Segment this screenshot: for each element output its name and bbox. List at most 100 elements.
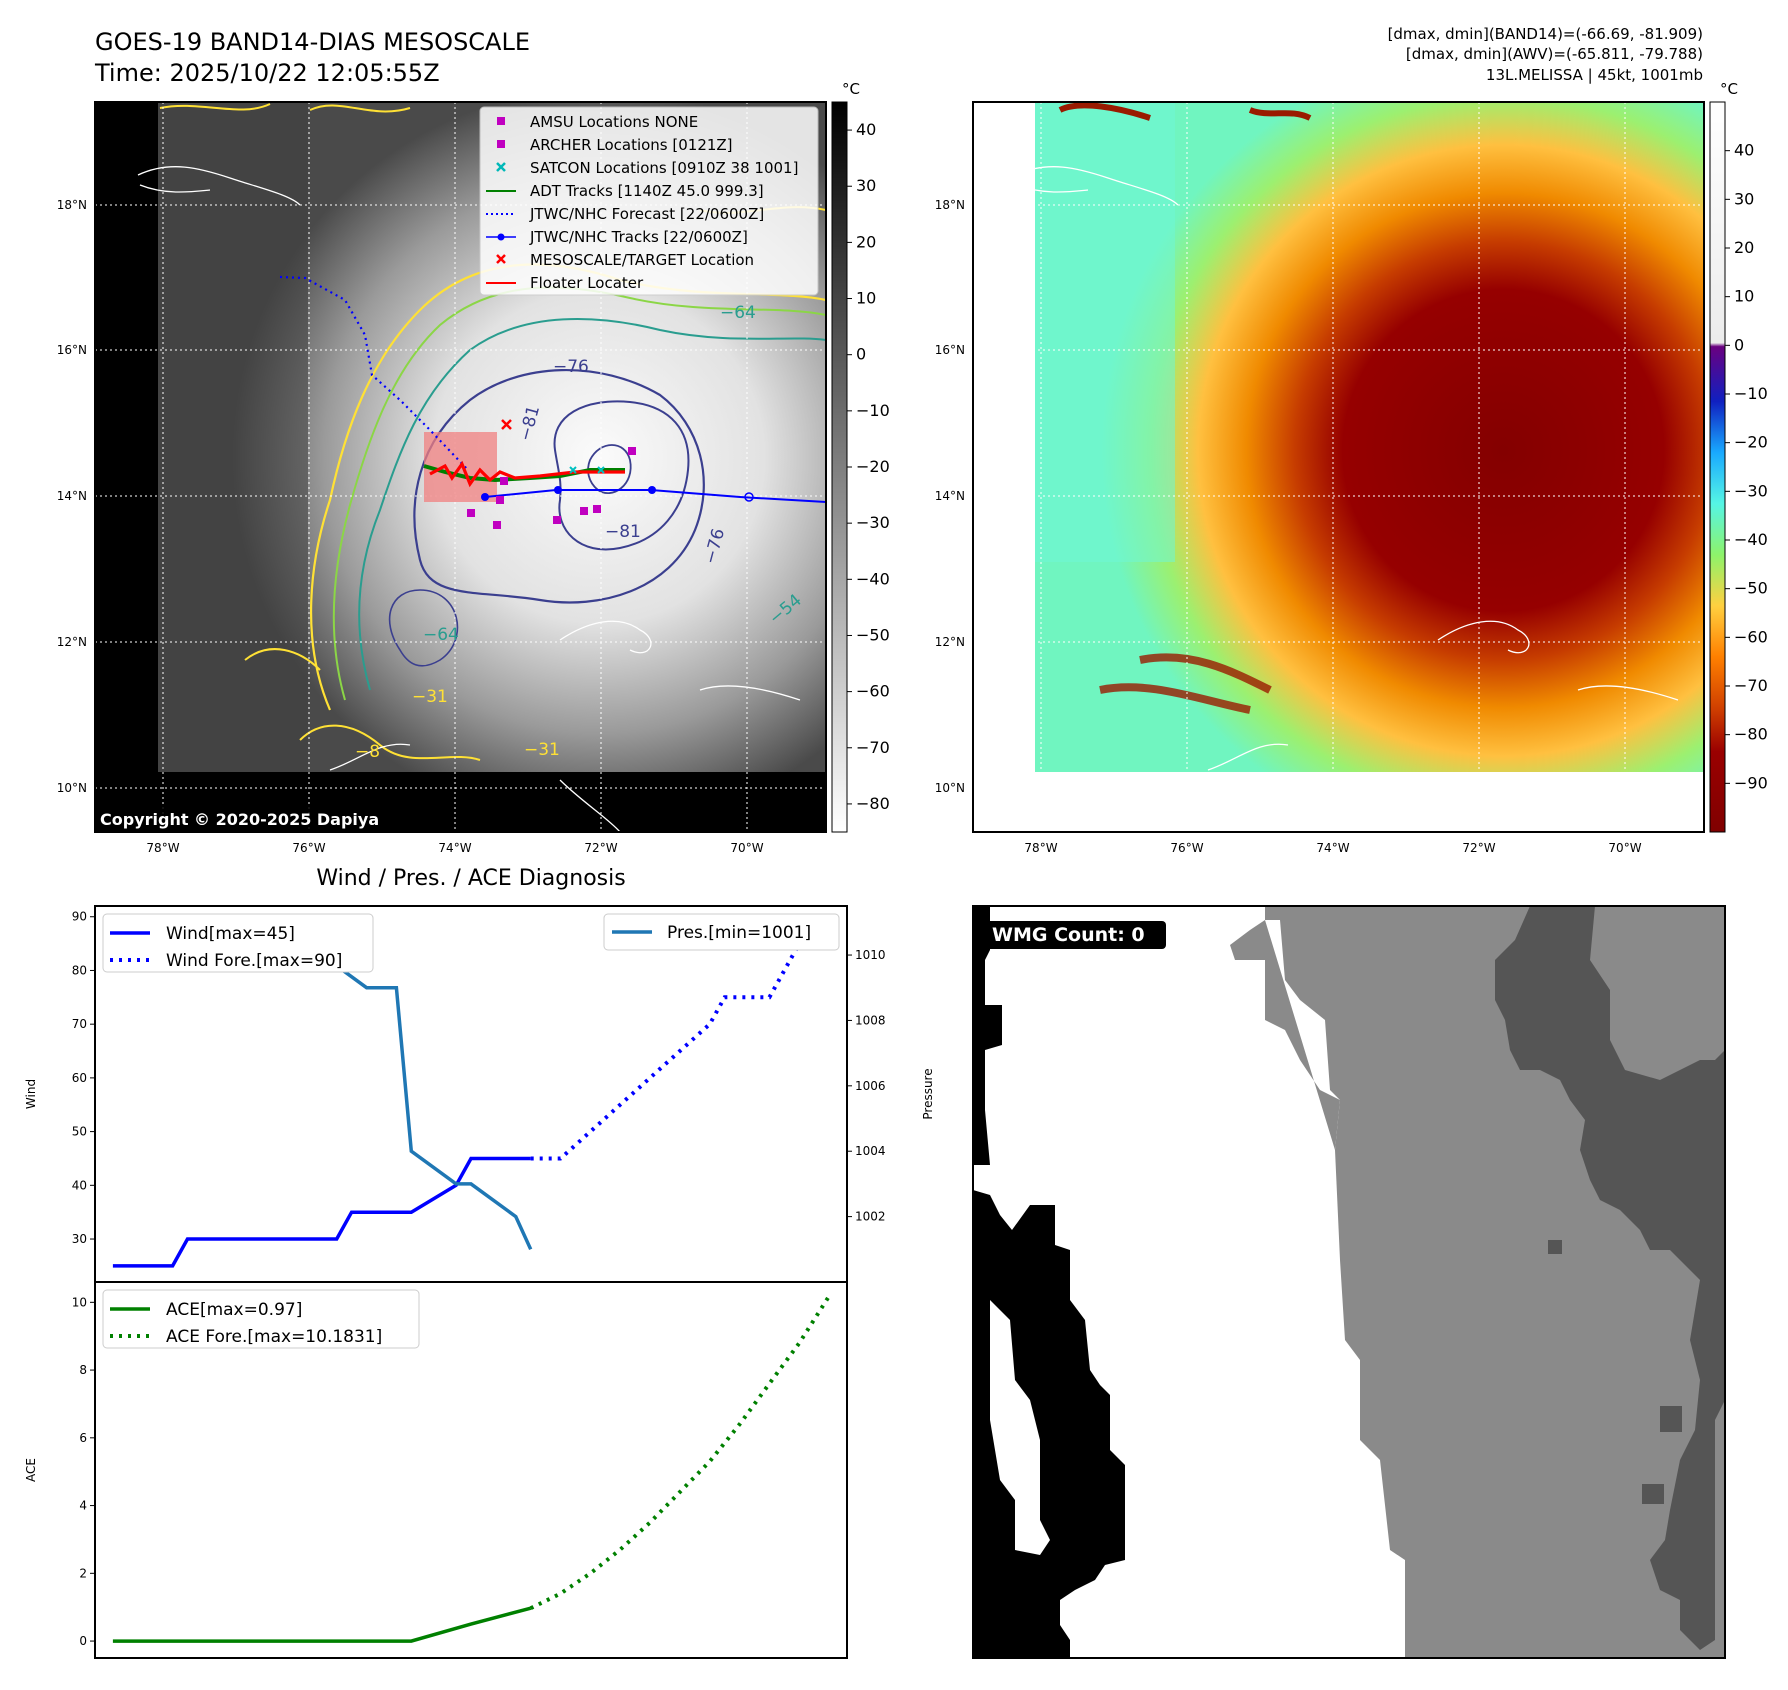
storm-info: 13L.MELISSA | 45kt, 1001mb [1486,66,1703,84]
figure-title: GOES-19 BAND14-DIAS MESOSCALE [95,28,530,56]
colorbar-tick-label: 10 [856,289,876,308]
wind-ytick-label: 70 [72,1017,87,1031]
ace-ytick-label: 6 [79,1431,87,1445]
svg-text:12°N: 12°N [57,635,87,649]
contour-label: −64 [720,303,756,323]
dmax-band14: [dmax, dmin](BAND14)=(-66.69, -81.909) [1388,25,1703,43]
target-markers [501,419,512,430]
pressure-ytick-label: 1010 [855,948,886,962]
wmg-black-area-2 [973,1190,1125,1658]
ace-legend: ACE[max=0.97] ACE Fore.[max=10.1831] [102,1289,420,1349]
ace-ytick-label: 10 [72,1295,87,1309]
legend-label: JTWC/NHC Tracks [22/0600Z] [529,228,748,246]
legend-marker [496,162,506,172]
contour-label: −8 [355,742,380,762]
colorbar-tick-label: 0 [1734,335,1744,354]
pressure-ytick-label: 1006 [855,1079,886,1093]
svg-text:18°N: 18°N [935,198,965,212]
right-lon-labels: 78°W 76°W 74°W 72°W 70°W [1024,841,1641,855]
colorbar-tick-label: −90 [1734,773,1768,792]
pressure-ytick-label: 1008 [855,1013,886,1027]
archer-markers [467,447,636,529]
svg-text:78°W: 78°W [146,841,179,855]
wind-legend: Wind[max=45] Wind Fore.[max=90] [102,913,374,973]
legend-label: Pres.[min=1001] [667,923,811,943]
svg-text:14°N: 14°N [57,489,87,503]
right-colorbar: °C 40 30 20 10 0 −10 −20 −30 −40 −50 −60 −70 −80 −90 [1709,80,1768,833]
svg-text:78°W: 78°W [1024,841,1057,855]
legend-label: SATCON Locations [0910Z 38 1001] [530,159,798,177]
legend-label: ARCHER Locations [0121Z] [530,136,733,154]
wind-axis-label: Wind [24,1079,38,1109]
colorbar-tick-label: −60 [1734,627,1768,646]
colorbar-tick-label: −70 [1734,676,1768,695]
pressure-ytick-label: 1002 [855,1210,886,1224]
wmg-black-area [973,906,1002,1165]
ace-axis-label: ACE [24,1458,38,1482]
legend-entry: ARCHER Locations [0121Z] [497,136,733,154]
legend-marker [497,140,505,148]
legend-label: ACE[max=0.97] [166,1300,302,1320]
colorbar-tick-label: 30 [1734,189,1754,208]
colorbar-tick-label: 0 [856,345,866,364]
wmg-count-label: WMG Count: 0 [992,924,1145,946]
left-colorbar-unit: °C [842,80,860,98]
contour-label: −64 [423,625,459,645]
colorbar-tick-label: 10 [1734,287,1754,306]
dmax-awv: [dmax, dmin](AWV)=(-65.811, -79.788) [1406,45,1703,63]
colorbar-tick-label: −20 [1734,433,1768,452]
satcon-markers [569,466,605,474]
colorbar-tick-label: −20 [856,457,890,476]
contour-label: −31 [412,687,448,707]
legend-label: MESOSCALE/TARGET Location [530,251,754,269]
legend-label: ADT Tracks [1140Z 45.0 999.3] [530,182,764,200]
contour-label: −31 [524,740,560,760]
svg-text:10°N: 10°N [935,781,965,795]
svg-text:70°W: 70°W [730,841,763,855]
legend-label: Floater Locater [530,274,644,292]
svg-text:76°W: 76°W [292,841,325,855]
legend-entry: JTWC/NHC Tracks [22/0600Z] [486,228,748,246]
left-lat-labels: 18°N 16°N 14°N 12°N 10°N [57,198,87,795]
svg-text:70°W: 70°W [1608,841,1641,855]
series-line-ace-fore- [529,1295,831,1610]
diagnosis-title: Wind / Pres. / ACE Diagnosis [316,866,625,891]
ace-ytick-label: 8 [79,1363,87,1377]
svg-text:12°N: 12°N [935,635,965,649]
svg-text:74°W: 74°W [438,841,471,855]
legend-label: Wind Fore.[max=90] [166,951,342,971]
contour-label: −76 [553,357,589,377]
copyright-text: Copyright © 2020-2025 Dapiya [100,810,379,829]
wind-ytick-label: 50 [72,1125,87,1139]
colorbar-tick-label: −40 [1734,530,1768,549]
legend-entry: Floater Locater [486,274,644,292]
pressure-ytick-label: 1004 [855,1144,886,1158]
wind-ytick-label: 80 [72,963,87,977]
legend-label: ACE Fore.[max=10.1831] [166,1327,382,1347]
right-ir-map [973,102,1704,832]
jtwc-track-points [481,486,754,502]
colorbar-tick-label: 20 [1734,238,1754,257]
legend-entry: ADT Tracks [1140Z 45.0 999.3] [486,182,764,200]
wmg-dark-gray-area [1495,906,1725,1650]
figure-time: Time: 2025/10/22 12:05:55Z [94,59,440,87]
wind-ytick-label: 90 [72,910,87,924]
legend-entry: AMSU Locations NONE [497,113,698,131]
colorbar-tick-label: −10 [856,401,890,420]
colorbar-tick-label: −10 [1734,384,1768,403]
svg-text:16°N: 16°N [935,343,965,357]
wind-ytick-label: 40 [72,1178,87,1192]
ace-ytick-label: 2 [79,1566,87,1580]
legend-entry: SATCON Locations [0910Z 38 1001] [496,159,798,177]
svg-text:10°N: 10°N [57,781,87,795]
left-colorbar: °C 40 30 20 10 0 −10 −20 −30 −40 −50 −60 −70 −80 [831,80,890,833]
legend-marker [497,233,505,241]
wmg-panel: WMG Count: 0 [972,905,1726,1659]
colorbar-tick-label: −50 [856,625,890,644]
wind-ytick-label: 60 [72,1071,87,1085]
svg-text:16°N: 16°N [57,343,87,357]
svg-text:74°W: 74°W [1316,841,1349,855]
colorbar-tick-label: 40 [856,120,876,139]
colorbar-tick-label: 40 [1734,141,1754,160]
